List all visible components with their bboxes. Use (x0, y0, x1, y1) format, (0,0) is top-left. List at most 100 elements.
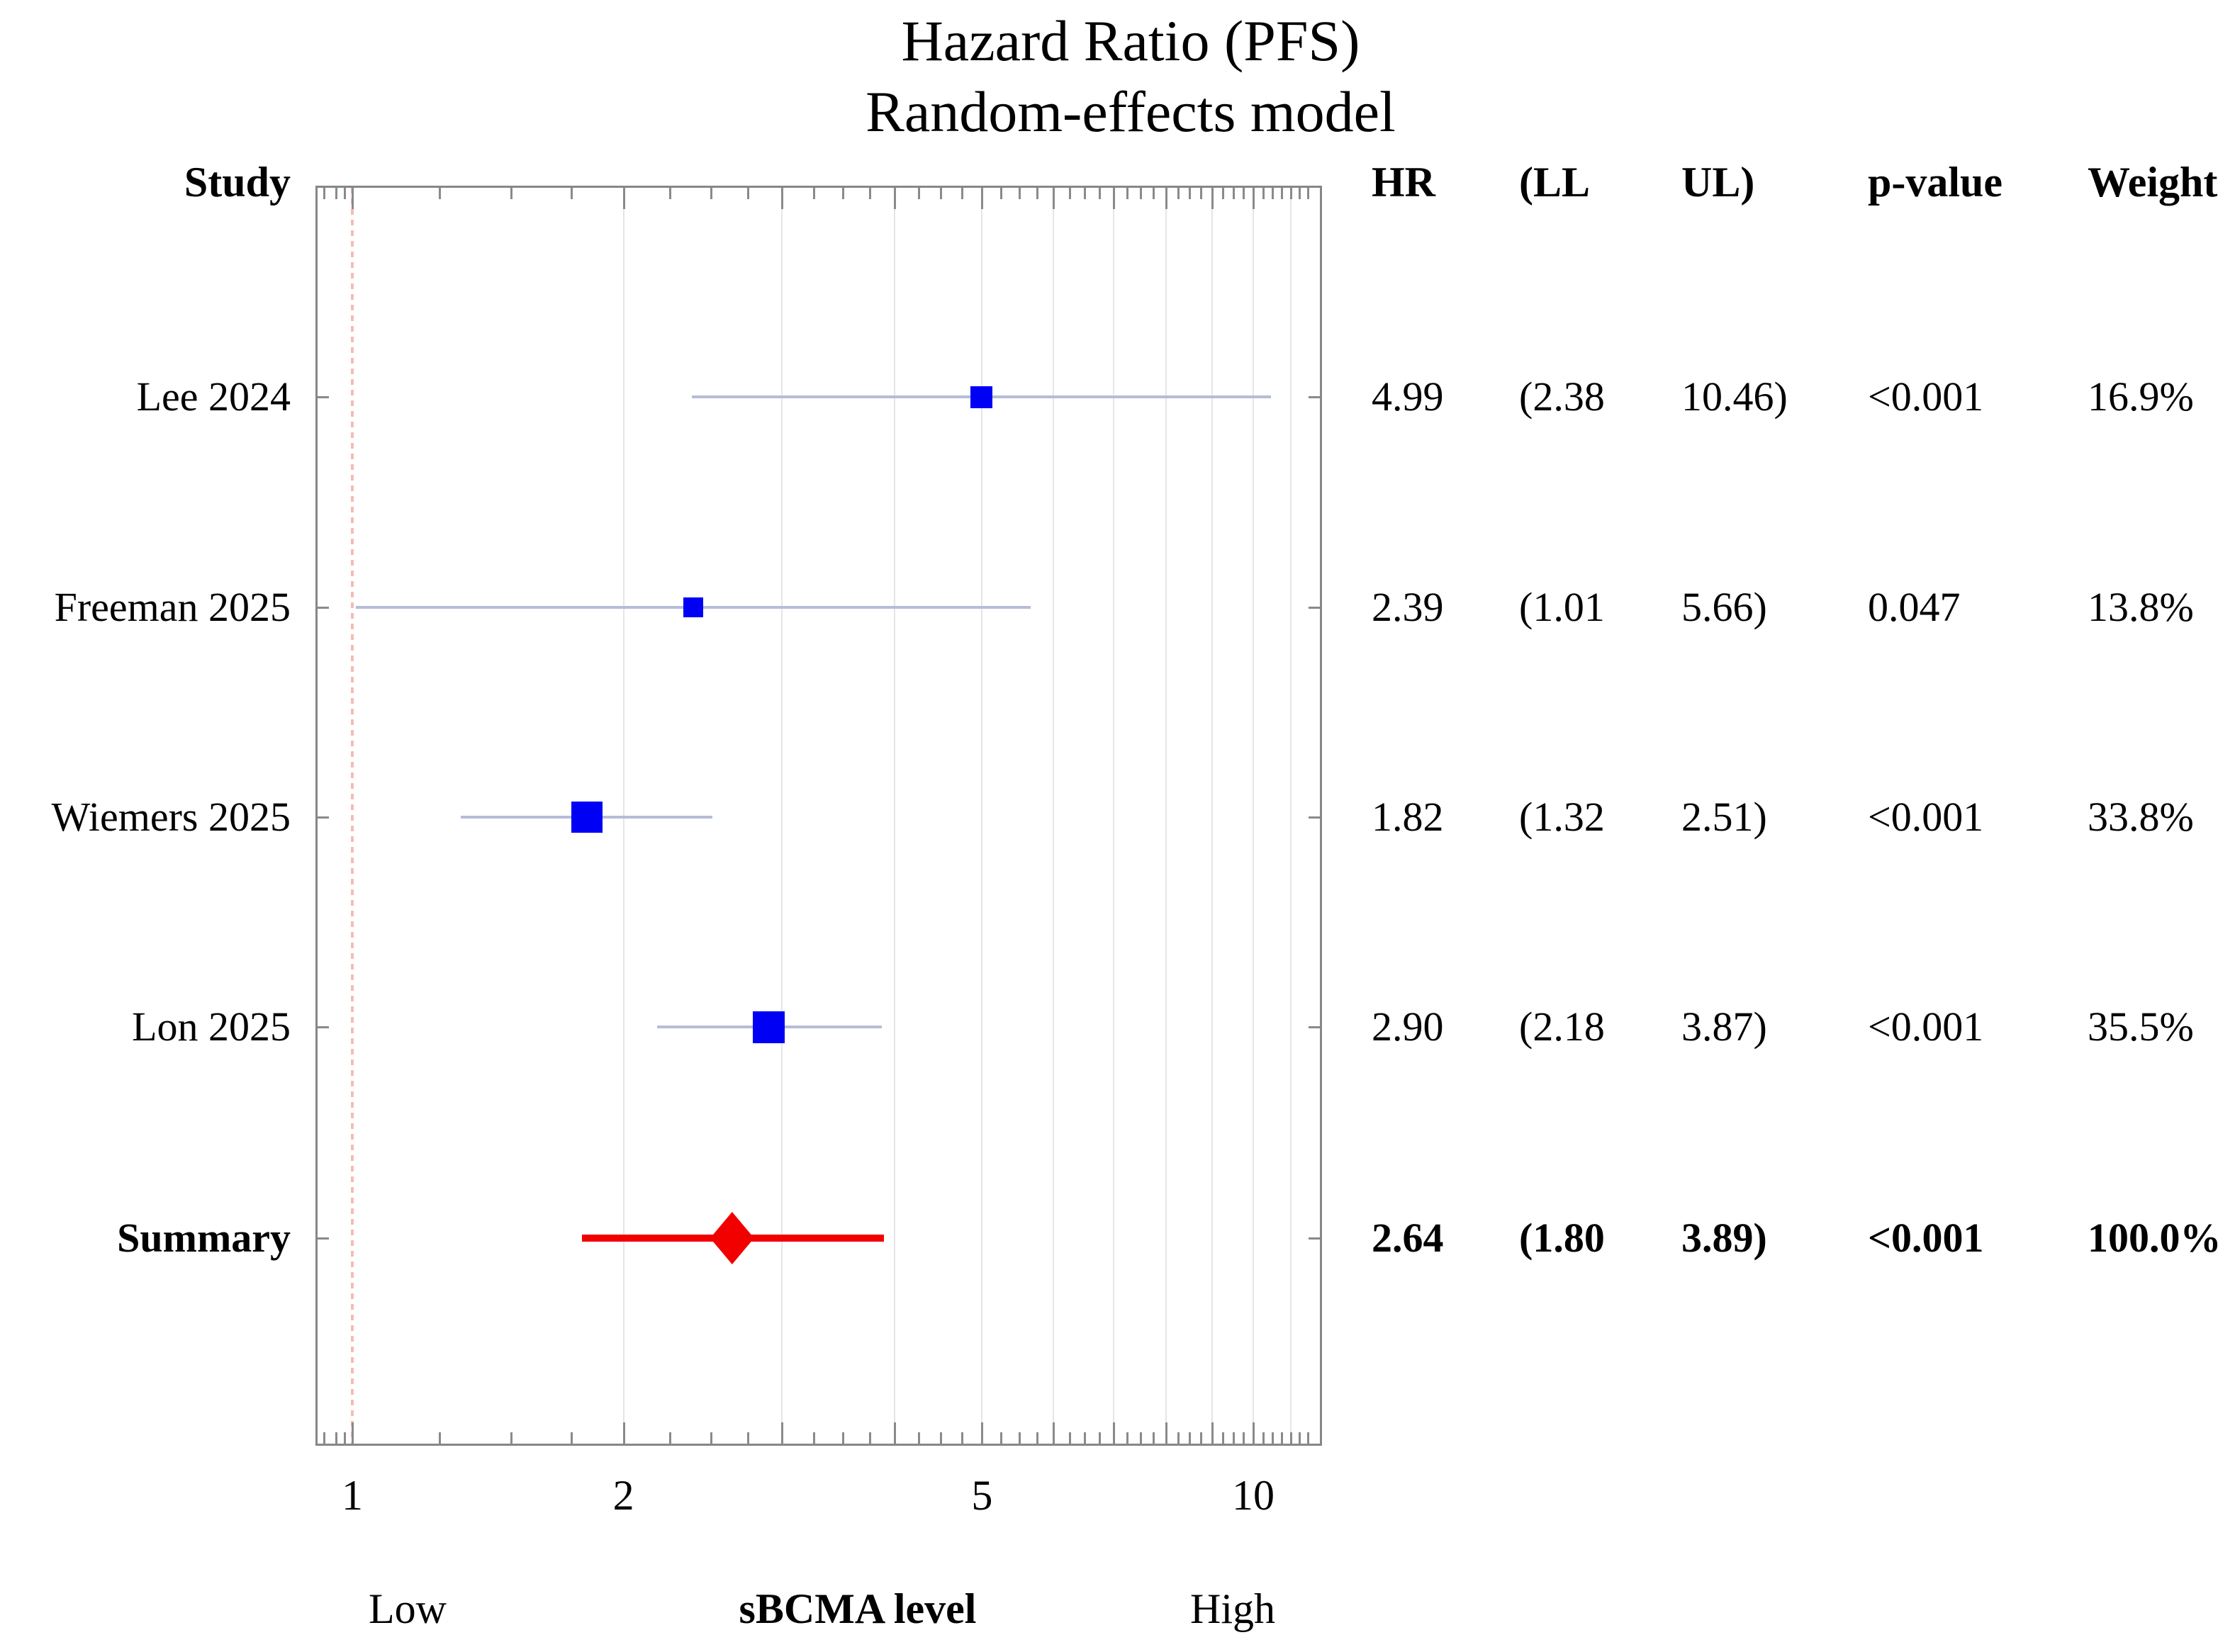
table-cell-upper: 10.46) (1681, 373, 1788, 420)
column-header-study: Study (184, 159, 291, 206)
axis-tick (1140, 188, 1143, 199)
row-tick (318, 1026, 329, 1028)
axis-tick (961, 1432, 964, 1444)
study-marker (571, 802, 603, 833)
axis-tick (510, 1432, 512, 1444)
x-axis-tick-label: 10 (1232, 1472, 1275, 1519)
row-tick (318, 607, 329, 609)
axis-tick (1280, 1432, 1283, 1444)
axis-tick (1271, 188, 1274, 199)
study-marker (753, 1011, 785, 1043)
axis-tick (1289, 1432, 1292, 1444)
table-cell-hr: 1.82 (1372, 794, 1444, 840)
axis-tick (1126, 1432, 1129, 1444)
axis-tick (1113, 188, 1116, 209)
x-axis-label-high: High (1190, 1585, 1275, 1632)
column-header-p-value: p-value (1868, 159, 2003, 206)
axis-tick (917, 1432, 920, 1444)
row-tick (1309, 1026, 1320, 1028)
table-cell-upper: 5.66) (1681, 584, 1767, 630)
row-tick (318, 816, 329, 819)
axis-tick (1019, 188, 1021, 199)
table-cell-weight: 100.0% (2088, 1215, 2222, 1261)
axis-tick (1177, 188, 1180, 199)
table-cell-p-value: <0.001 (1868, 1004, 1984, 1050)
axis-tick (439, 1432, 442, 1444)
table-cell-hr: 2.39 (1372, 584, 1444, 630)
table-cell-lower: (1.32 (1519, 794, 1605, 840)
axis-tick (1280, 188, 1283, 199)
table-cell-upper: 3.87) (1681, 1004, 1767, 1050)
table-cell-lower: (2.18 (1519, 1004, 1605, 1050)
gridline (1289, 188, 1292, 1444)
table-cell-p-value: 0.047 (1868, 584, 1961, 630)
axis-tick (1271, 1432, 1274, 1444)
axis-tick (1299, 188, 1301, 199)
axis-tick (1189, 188, 1192, 199)
x-axis-tick-label: 1 (342, 1472, 363, 1519)
axis-tick (1019, 1432, 1021, 1444)
table-cell-lower: (1.80 (1519, 1215, 1605, 1261)
axis-tick (335, 1432, 338, 1444)
table-cell-p-value: <0.001 (1868, 373, 1984, 420)
axis-tick (1253, 1422, 1255, 1444)
axis-tick (1165, 188, 1167, 209)
chart-title-line2: Random-effects model (866, 79, 1396, 144)
axis-tick (747, 188, 750, 199)
axis-tick (1053, 1422, 1055, 1444)
row-tick (318, 396, 329, 398)
table-cell-weight: 13.8% (2088, 584, 2194, 630)
column-header-hr: HR (1372, 159, 1435, 206)
axis-tick (1068, 188, 1071, 199)
axis-tick (1200, 1432, 1203, 1444)
axis-tick (1232, 1432, 1235, 1444)
table-cell-hr: 2.90 (1372, 1004, 1444, 1050)
axis-tick (323, 188, 325, 199)
axis-tick (1000, 188, 1003, 199)
axis-tick (841, 1432, 844, 1444)
axis-tick (343, 1432, 346, 1444)
gridline (1211, 188, 1213, 1444)
axis-tick (1221, 1432, 1224, 1444)
axis-tick (1262, 188, 1265, 199)
axis-tick (1068, 1432, 1071, 1444)
axis-tick (439, 188, 442, 199)
axis-tick (1289, 188, 1292, 199)
axis-tick (1299, 1432, 1301, 1444)
table-cell-weight: 33.8% (2088, 794, 2194, 840)
axis-tick (1153, 188, 1155, 199)
axis-tick (622, 188, 625, 209)
plot-area (315, 186, 1322, 1446)
axis-tick (1113, 1422, 1116, 1444)
column-header-lower-limit: (LL (1519, 159, 1591, 206)
axis-tick (981, 1422, 984, 1444)
axis-tick (1200, 188, 1203, 199)
table-cell-p-value: <0.001 (1868, 794, 1984, 840)
axis-tick (1211, 1422, 1214, 1444)
table-cell-lower: (1.01 (1519, 584, 1605, 630)
x-axis-tick-label: 5 (971, 1472, 993, 1519)
axis-tick (1307, 188, 1310, 199)
axis-tick (747, 1432, 750, 1444)
axis-tick (1243, 1432, 1245, 1444)
axis-tick (961, 188, 964, 199)
table-cell-hr: 4.99 (1372, 373, 1444, 420)
axis-tick (1084, 1432, 1087, 1444)
axis-tick (1165, 1422, 1167, 1444)
x-axis-tick-label: 2 (612, 1472, 634, 1519)
table-cell-upper: 2.51) (1681, 794, 1767, 840)
x-axis-label-sbcma-level: sBCMA level (739, 1585, 977, 1632)
study-marker (970, 386, 992, 408)
axis-tick (352, 188, 354, 209)
table-cell-p-value: <0.001 (1868, 1215, 1984, 1261)
axis-tick (981, 188, 984, 209)
axis-tick (668, 1432, 671, 1444)
gridline (1053, 188, 1055, 1444)
axis-tick (343, 188, 346, 199)
reference-line (351, 188, 354, 1444)
axis-tick (1221, 188, 1224, 199)
axis-tick (323, 1432, 325, 1444)
axis-tick (1243, 188, 1245, 199)
row-tick (1309, 607, 1320, 609)
table-cell-upper: 3.89) (1681, 1215, 1767, 1261)
